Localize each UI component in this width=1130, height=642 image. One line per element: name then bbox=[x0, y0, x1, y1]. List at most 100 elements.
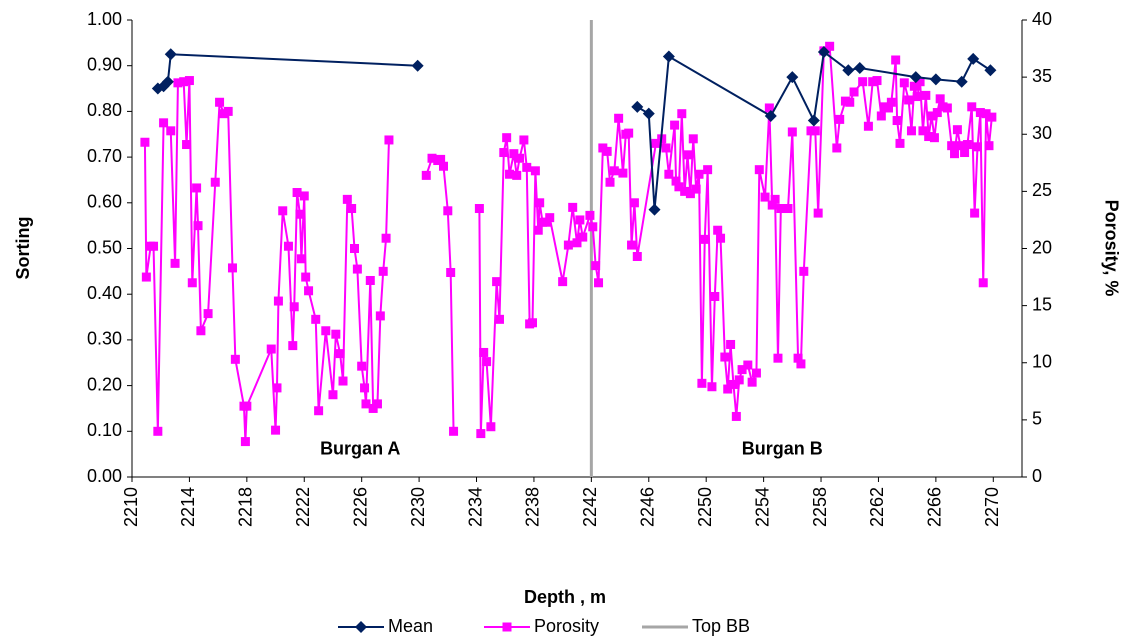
square-marker bbox=[906, 126, 916, 136]
square-marker bbox=[747, 377, 757, 387]
square-marker bbox=[368, 403, 378, 413]
square-marker bbox=[381, 233, 391, 243]
square-marker bbox=[872, 76, 882, 86]
square-marker bbox=[720, 352, 730, 362]
square-marker bbox=[723, 384, 733, 394]
square-marker bbox=[563, 240, 573, 250]
square-marker bbox=[203, 309, 213, 319]
square-marker bbox=[904, 95, 914, 105]
square-marker bbox=[215, 97, 225, 107]
square-marker bbox=[335, 349, 345, 359]
square-marker bbox=[776, 204, 786, 214]
legend-label: Mean bbox=[388, 616, 433, 636]
square-marker bbox=[545, 213, 555, 223]
square-marker bbox=[288, 341, 298, 351]
square-marker bbox=[289, 302, 299, 312]
square-marker bbox=[159, 118, 169, 128]
square-marker bbox=[605, 177, 615, 187]
square-marker bbox=[436, 154, 446, 164]
square-marker bbox=[950, 149, 960, 159]
square-marker bbox=[585, 210, 595, 220]
x-tick-label: 2250 bbox=[695, 487, 715, 527]
square-marker bbox=[522, 162, 532, 172]
square-marker bbox=[321, 326, 331, 336]
diamond-marker bbox=[984, 64, 997, 77]
diamond-marker bbox=[929, 73, 942, 86]
diamond-marker bbox=[955, 75, 968, 88]
square-marker bbox=[365, 275, 375, 285]
x-tick-label: 2230 bbox=[408, 487, 428, 527]
square-marker bbox=[328, 390, 338, 400]
square-marker bbox=[952, 125, 962, 135]
square-marker bbox=[331, 329, 341, 339]
square-marker bbox=[895, 138, 905, 148]
y-tick-label: 0.90 bbox=[87, 54, 122, 74]
square-marker bbox=[751, 368, 761, 378]
square-marker bbox=[799, 266, 809, 276]
square-marker bbox=[141, 272, 151, 282]
x-tick-label: 2222 bbox=[293, 487, 313, 527]
square-marker bbox=[767, 200, 777, 210]
diamond-marker bbox=[817, 45, 830, 58]
diamond-marker bbox=[807, 114, 820, 127]
square-marker bbox=[515, 153, 525, 163]
series-line bbox=[425, 156, 455, 432]
square-marker bbox=[505, 169, 515, 179]
square-marker bbox=[671, 176, 681, 186]
square-marker bbox=[575, 215, 585, 225]
x-tick-label: 2254 bbox=[752, 487, 772, 527]
y2-tick-label: 30 bbox=[1032, 123, 1052, 143]
diamond-marker bbox=[909, 71, 922, 84]
square-marker bbox=[533, 225, 543, 235]
square-marker bbox=[955, 141, 965, 151]
square-marker bbox=[783, 204, 793, 214]
y2-tick-label: 40 bbox=[1032, 9, 1052, 29]
square-marker bbox=[849, 87, 859, 97]
square-marker bbox=[970, 208, 980, 218]
square-marker bbox=[935, 94, 945, 104]
square-marker bbox=[793, 353, 803, 363]
y-tick-label: 0.10 bbox=[87, 420, 122, 440]
x-axis-title: Depth , m bbox=[524, 587, 606, 607]
square-marker bbox=[726, 339, 736, 349]
square-marker bbox=[670, 120, 680, 130]
square-marker bbox=[223, 106, 233, 116]
square-marker bbox=[378, 266, 388, 276]
square-marker bbox=[482, 357, 492, 367]
square-marker bbox=[796, 359, 806, 369]
x-tick-label: 2270 bbox=[982, 487, 1002, 527]
square-marker bbox=[921, 90, 931, 100]
square-marker bbox=[713, 225, 723, 235]
square-marker bbox=[494, 314, 504, 324]
square-marker bbox=[609, 166, 619, 176]
square-marker bbox=[697, 378, 707, 388]
square-marker bbox=[664, 169, 674, 179]
square-marker bbox=[707, 382, 717, 392]
square-marker bbox=[694, 169, 704, 179]
y-tick-label: 0.60 bbox=[87, 192, 122, 212]
y2-tick-label: 0 bbox=[1032, 466, 1042, 486]
square-marker bbox=[932, 108, 942, 118]
square-marker bbox=[685, 189, 695, 199]
square-marker bbox=[173, 78, 183, 88]
square-marker bbox=[512, 170, 522, 180]
square-marker bbox=[810, 126, 820, 136]
square-marker bbox=[421, 170, 431, 180]
diamond-marker bbox=[631, 100, 644, 113]
legend-marker bbox=[502, 622, 512, 632]
square-marker bbox=[787, 127, 797, 137]
square-marker bbox=[350, 244, 359, 253]
x-tick-label: 2234 bbox=[465, 487, 485, 527]
square-marker bbox=[967, 102, 977, 112]
diamond-marker bbox=[967, 52, 980, 65]
x-tick-label: 2246 bbox=[638, 487, 658, 527]
square-marker bbox=[427, 153, 437, 163]
square-marker bbox=[743, 360, 753, 370]
square-marker bbox=[618, 168, 628, 178]
x-tick-label: 2242 bbox=[580, 487, 600, 527]
square-marker bbox=[535, 198, 545, 208]
square-marker bbox=[196, 326, 206, 336]
square-marker bbox=[688, 134, 698, 144]
series-line bbox=[143, 80, 390, 442]
square-marker bbox=[230, 354, 240, 364]
